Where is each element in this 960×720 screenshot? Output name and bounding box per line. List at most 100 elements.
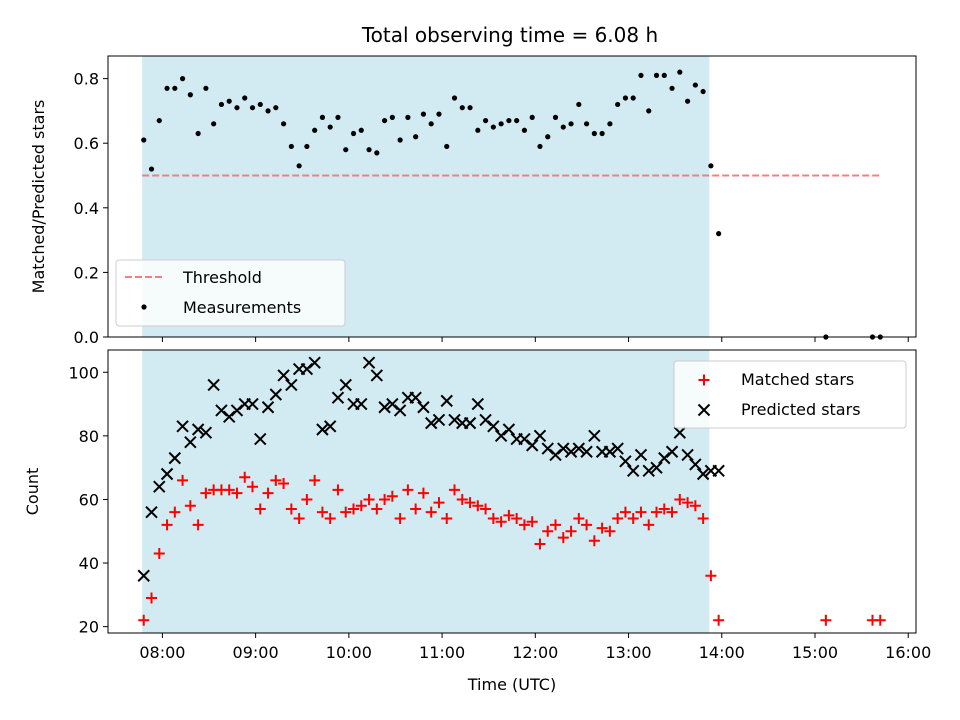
predicted-star-marker <box>316 423 329 436</box>
measurement-point <box>156 117 162 124</box>
matched-star-marker <box>682 497 694 509</box>
predicted-star-marker <box>153 480 166 493</box>
bottom-legend: Matched stars Predicted stars <box>673 360 907 429</box>
measurement-point <box>482 117 489 124</box>
measurement-point <box>187 92 193 98</box>
top-ytick-label: 0.2 <box>74 263 99 282</box>
predicted-star-marker <box>588 429 601 443</box>
measurement-point <box>226 98 232 104</box>
matched-star-marker <box>340 506 352 518</box>
matched-star-marker <box>301 493 313 505</box>
matched-star-marker <box>348 503 360 515</box>
predicted-star-marker <box>378 401 391 414</box>
predicted-star-marker <box>308 356 321 369</box>
predicted-star-marker <box>525 439 539 452</box>
matched-star-marker <box>449 484 461 496</box>
xtick-label: 16:00 <box>885 643 931 662</box>
predicted-star-marker <box>650 461 663 474</box>
matched-star-marker <box>495 516 507 528</box>
matched-star-marker <box>674 493 686 505</box>
matched-star-marker <box>371 503 383 515</box>
predicted-star-marker <box>137 569 150 582</box>
predicted-star-marker <box>463 416 477 430</box>
top-ytick-label: 0.6 <box>74 134 99 153</box>
legend-predicted-swatch <box>697 403 711 417</box>
matched-star-marker <box>433 497 445 509</box>
measurement-point <box>591 130 597 137</box>
predicted-star-marker <box>665 445 679 458</box>
matched-star-marker <box>689 500 701 512</box>
matched-star-marker <box>293 513 305 525</box>
predicted-star-marker <box>339 378 352 392</box>
xtick-label: 09:00 <box>233 643 279 662</box>
bottom-ylabel: Count <box>23 468 42 516</box>
matched-star-marker <box>223 484 235 496</box>
predicted-star-marker <box>634 448 648 462</box>
predicted-star-marker <box>471 397 485 411</box>
xtick-label: 08:00 <box>139 643 185 662</box>
predicted-star-marker <box>712 464 725 478</box>
top-ytick-label: 0.0 <box>74 328 99 347</box>
predicted-star-marker <box>393 404 407 417</box>
matched-star-marker <box>278 478 290 490</box>
measurement-point <box>475 127 481 133</box>
predicted-star-marker <box>440 394 453 408</box>
matched-star-marker <box>394 513 406 525</box>
predicted-star-marker <box>246 397 259 411</box>
predicted-star-marker <box>424 416 438 430</box>
predicted-star-marker <box>432 413 446 427</box>
measurement-point <box>148 166 155 172</box>
matched-star-marker <box>472 500 484 512</box>
measurement-point <box>537 143 543 150</box>
matched-star-marker <box>379 493 391 505</box>
predicted-star-marker <box>355 397 368 411</box>
measurement-point <box>358 127 364 133</box>
matched-star-marker <box>441 513 453 525</box>
matched-star-marker <box>627 513 639 525</box>
matched-star-marker <box>619 506 631 518</box>
predicted-star-marker <box>207 378 220 392</box>
measurement-point <box>583 121 590 127</box>
legend-measurements-swatch <box>141 304 147 310</box>
bottom-ytick-label: 60 <box>79 490 99 509</box>
predicted-star-marker <box>642 464 655 478</box>
predicted-star-marker <box>448 413 461 427</box>
measurement-point <box>350 130 357 137</box>
measurement-point <box>366 147 372 153</box>
measurement-point <box>164 85 170 91</box>
measurement-point <box>381 117 388 124</box>
measurement-point <box>506 117 512 124</box>
matched-star-marker <box>177 474 189 486</box>
measurement-point <box>552 114 559 120</box>
top-ytick-label: 0.4 <box>74 199 99 218</box>
measurement-point <box>638 72 644 78</box>
measurement-point <box>498 121 504 127</box>
predicted-star-marker <box>689 458 702 471</box>
predicted-star-marker <box>362 356 376 369</box>
top-panel: 0.0 0.2 0.4 0.6 0.8 Matched/Predicted stars Th… <box>29 55 917 347</box>
matched-star-marker <box>565 525 577 537</box>
measurement-point <box>327 124 333 130</box>
matched-star-marker <box>247 481 259 493</box>
measurement-point <box>692 82 698 88</box>
measurement-point <box>514 117 520 124</box>
matched-star-marker <box>557 532 569 544</box>
measurement-point <box>653 72 660 78</box>
matched-star-marker <box>231 487 243 499</box>
matched-star-marker <box>697 513 709 525</box>
bottom-legend-box <box>673 360 907 429</box>
predicted-star-marker <box>626 464 640 478</box>
predicted-star-marker <box>323 420 337 433</box>
legend-measurements-label: Measurements <box>183 298 301 317</box>
matched-star-marker <box>487 513 499 525</box>
matched-star-marker <box>550 519 562 531</box>
matched-star-marker <box>480 503 492 515</box>
top-ylabel: Matched/Predicted stars <box>29 100 48 294</box>
measurement-point <box>576 101 582 108</box>
matched-star-marker <box>456 493 468 505</box>
measurement-point <box>389 114 395 120</box>
matched-star-marker <box>542 525 554 537</box>
measurement-point <box>661 72 667 78</box>
measurement-point <box>304 143 310 150</box>
xtick-label: 14:00 <box>699 643 745 662</box>
